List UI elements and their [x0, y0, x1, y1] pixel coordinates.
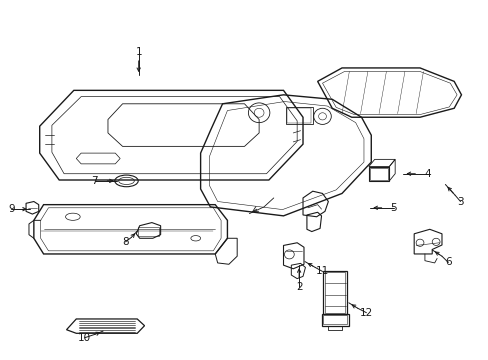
Text: 5: 5	[389, 203, 396, 213]
Text: 6: 6	[444, 257, 451, 267]
Text: 11: 11	[315, 266, 328, 276]
Text: 10: 10	[78, 333, 91, 343]
Text: 12: 12	[359, 308, 372, 318]
Bar	[285, 107, 312, 124]
Bar	[323, 271, 346, 315]
Text: 4: 4	[424, 169, 430, 179]
Bar	[287, 108, 311, 123]
Bar	[321, 314, 348, 326]
Bar	[323, 315, 346, 324]
Text: 9: 9	[8, 204, 15, 214]
Bar	[368, 167, 388, 181]
Bar	[369, 168, 387, 180]
Text: 7: 7	[91, 176, 98, 186]
Text: 8: 8	[122, 237, 128, 247]
Bar	[138, 226, 158, 237]
Text: 1: 1	[135, 47, 142, 57]
Text: 3: 3	[456, 197, 463, 207]
Bar	[325, 272, 345, 313]
Text: 2: 2	[295, 282, 302, 292]
